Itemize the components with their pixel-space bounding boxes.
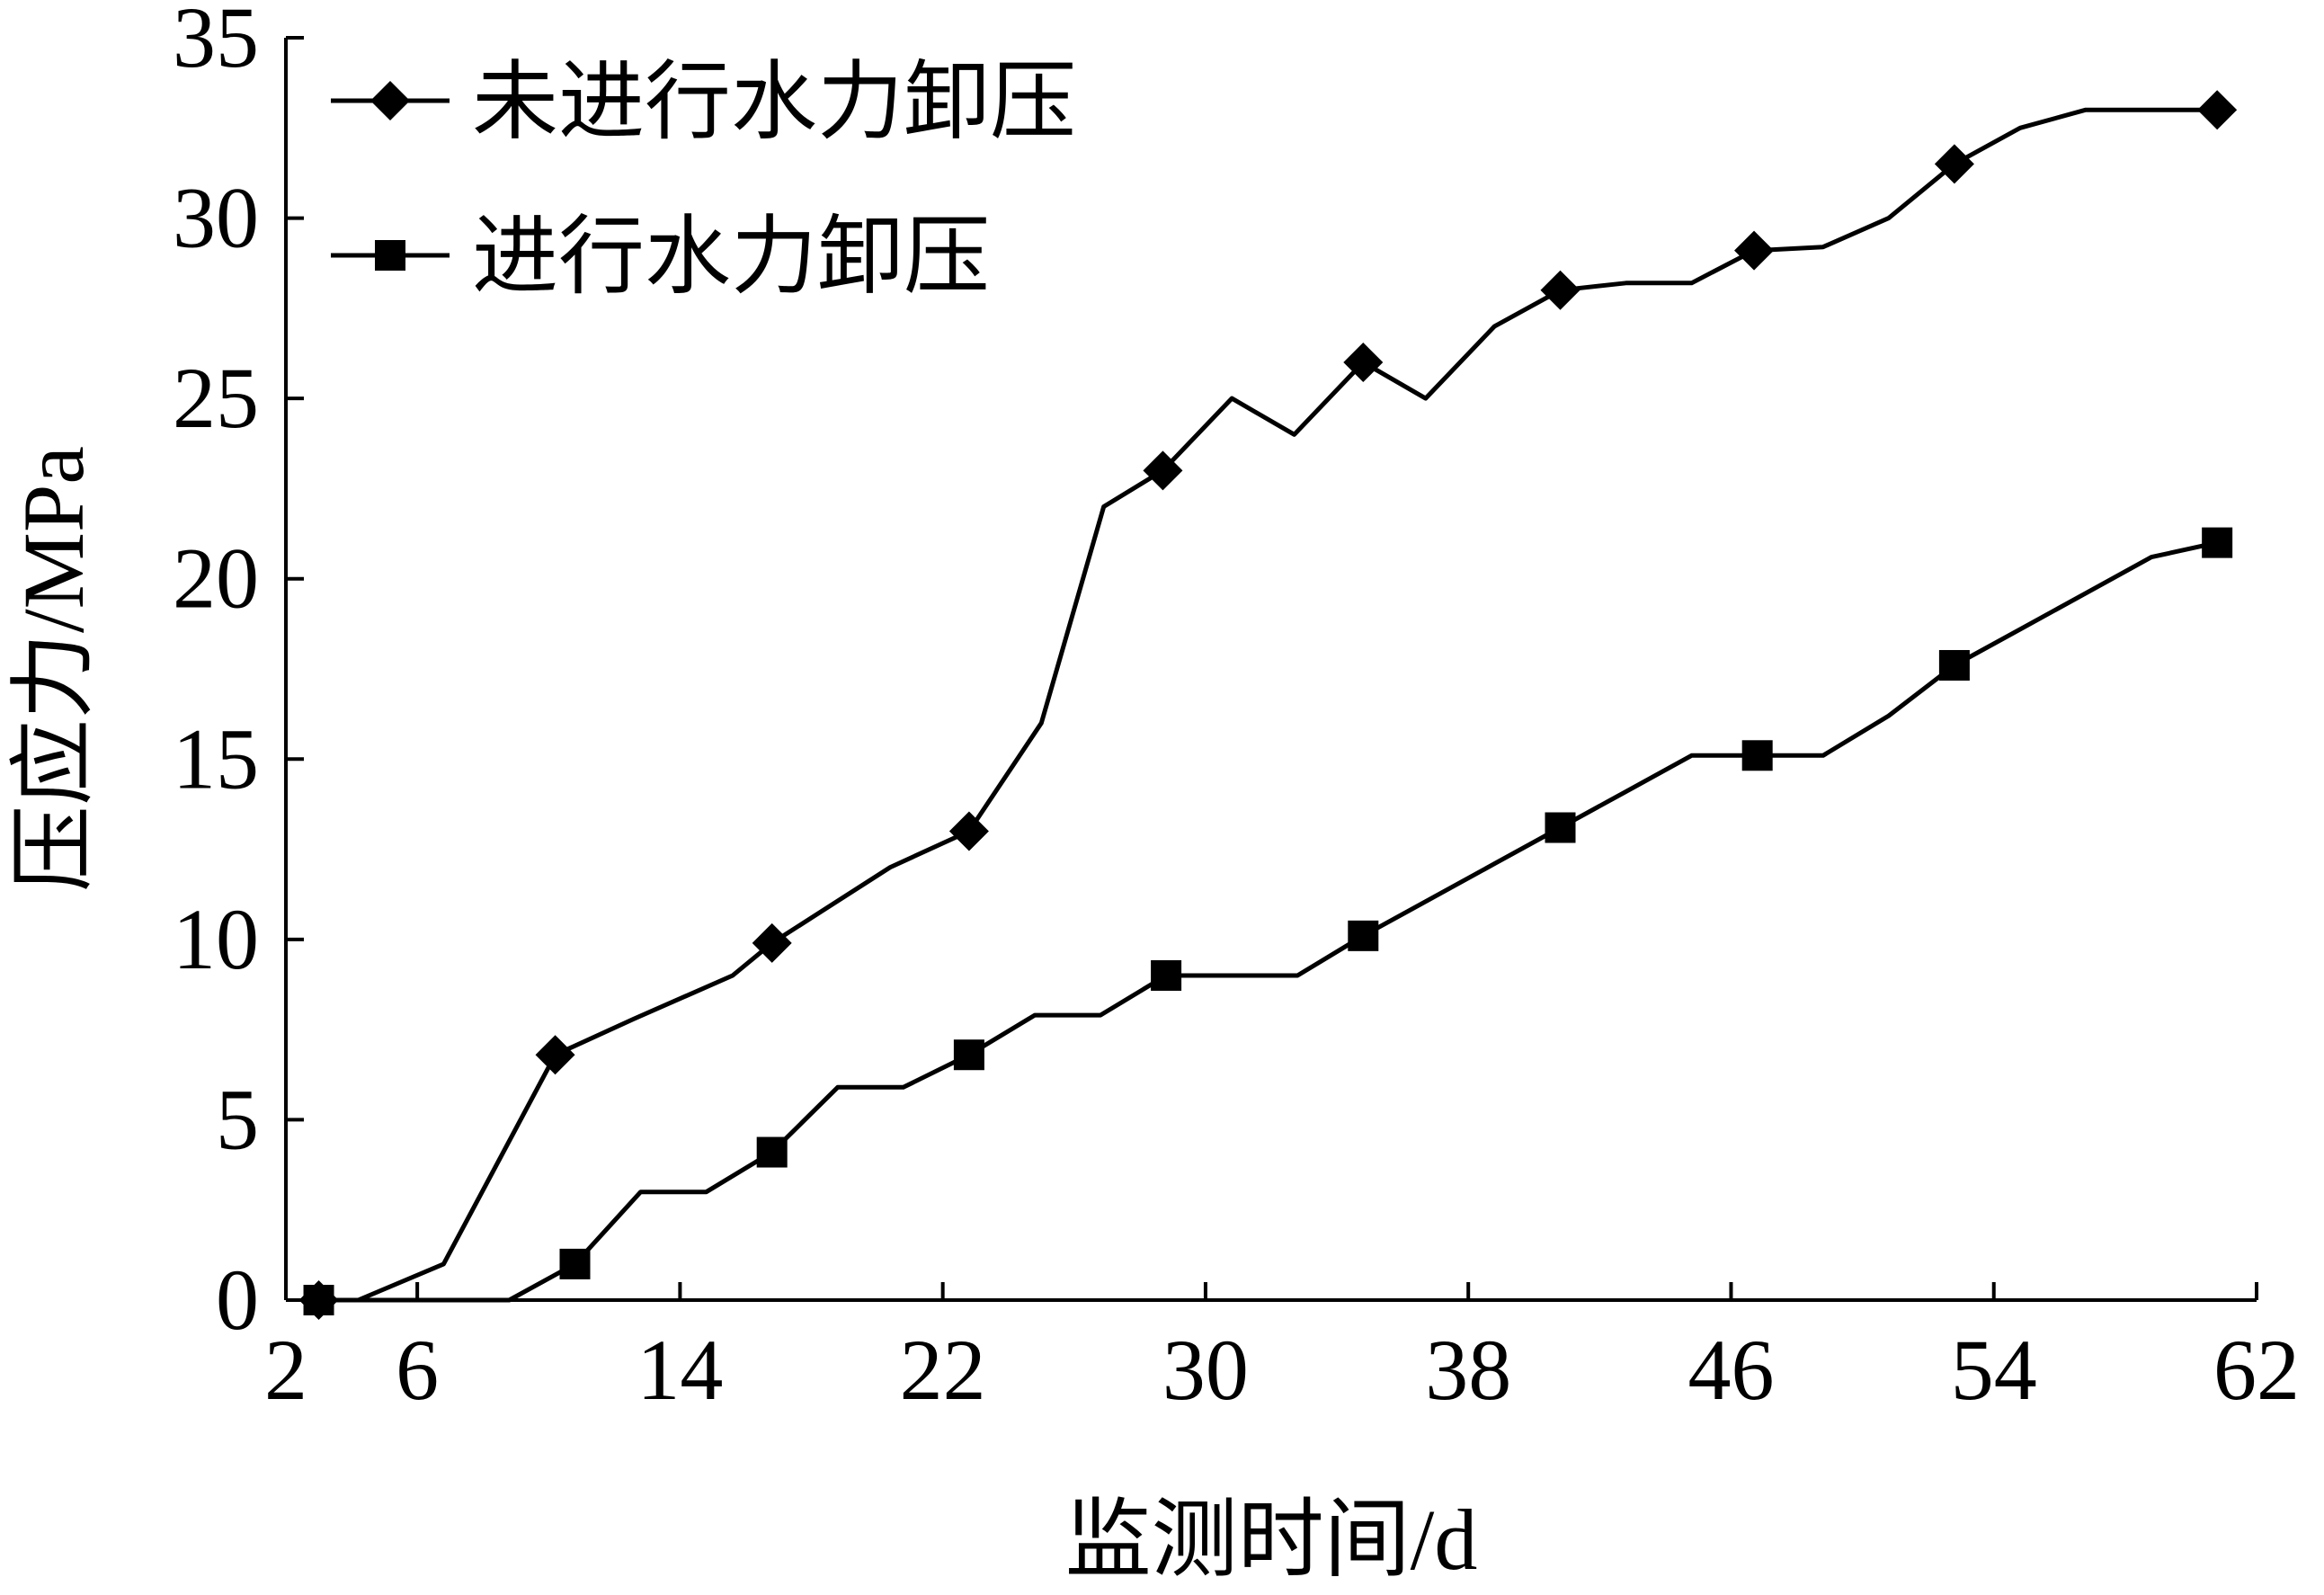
x-tick-label: 6 (396, 1322, 439, 1418)
x-tick-label: 54 (1951, 1322, 2037, 1418)
data-point (559, 1248, 591, 1279)
legend-label: 进行水力卸压 (472, 209, 990, 305)
axes: 0 5 10 15 20 25 30 35 2 6 14 22 30 38 46 54 62 (173, 0, 2300, 1418)
x-tick-label: 2 (264, 1322, 307, 1418)
data-point (953, 1039, 984, 1071)
y-tick-label: 0 (216, 1252, 259, 1348)
data-point (1741, 740, 1773, 771)
legend-label: 未进行水力卸压 (472, 54, 1076, 150)
x-tick-label: 62 (2213, 1322, 2300, 1418)
data-point (948, 811, 989, 851)
y-tick-label: 35 (173, 0, 259, 85)
x-tick-label: 14 (637, 1322, 723, 1418)
data-point (1934, 144, 1974, 184)
x-axis-title: 监测时间/d (1065, 1492, 1478, 1588)
data-point (1938, 649, 1970, 681)
data-point (1540, 270, 1580, 310)
y-tick-label: 20 (173, 530, 259, 627)
data-point (1151, 959, 1182, 991)
x-tick-label: 38 (1425, 1322, 1511, 1418)
data-point (303, 1285, 334, 1315)
series-line (318, 107, 2218, 1303)
x-tick-label: 30 (1162, 1322, 1249, 1418)
data-point (1545, 812, 1576, 843)
legend-marker (375, 240, 405, 271)
y-tick-label: 25 (173, 350, 259, 446)
data-point (752, 922, 792, 963)
x-tick-label: 22 (900, 1322, 986, 1418)
y-tick-label: 10 (173, 891, 259, 987)
data-point (2197, 90, 2238, 130)
series-line (318, 540, 2218, 1303)
data-point (2202, 527, 2233, 558)
x-tick-label: 46 (1687, 1322, 1774, 1418)
legend-item-1: 未进行水力卸压 (331, 54, 1076, 150)
data-point (1343, 343, 1384, 383)
series-2 (303, 527, 2233, 1315)
data-point (756, 1136, 788, 1168)
y-tick-label: 15 (173, 710, 259, 806)
data-point (1348, 920, 1379, 951)
y-tick-label: 30 (173, 170, 259, 266)
legend-item-2: 进行水力卸压 (331, 209, 990, 305)
data-point (535, 1035, 575, 1075)
y-tick-label: 5 (216, 1071, 259, 1167)
data-point (1734, 230, 1775, 271)
data-point (1143, 450, 1183, 491)
series-group (298, 90, 2238, 1320)
y-axis-title: 压应力/MPa (5, 446, 102, 892)
legend-marker (370, 81, 410, 120)
